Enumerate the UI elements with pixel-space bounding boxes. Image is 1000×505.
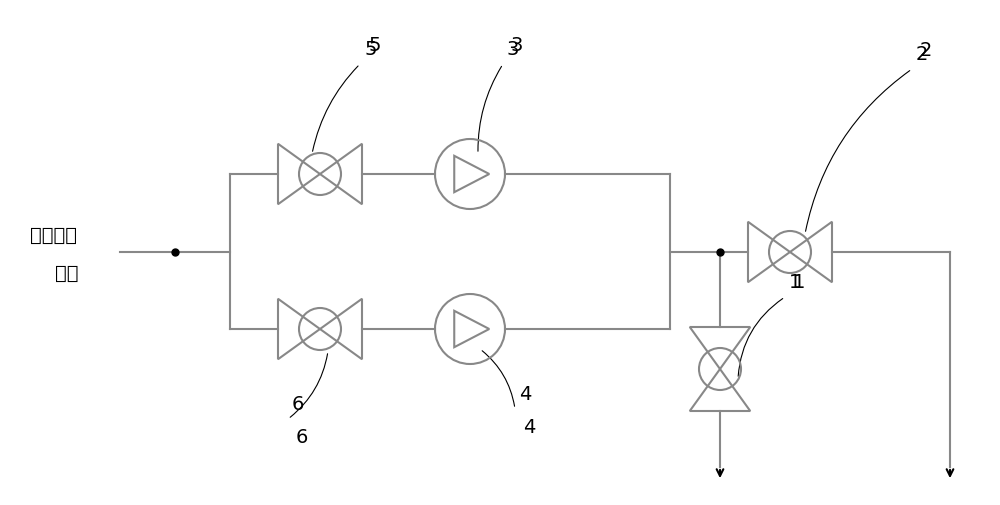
Text: 通入去离: 通入去离 (30, 225, 77, 244)
Text: 6: 6 (296, 427, 308, 446)
Text: 2: 2 (920, 41, 932, 60)
Text: 子水: 子水 (55, 263, 79, 282)
Text: 5: 5 (364, 40, 377, 59)
Text: 5: 5 (368, 36, 381, 55)
Text: 6: 6 (292, 394, 304, 413)
Text: 3: 3 (511, 36, 523, 55)
Text: 1: 1 (793, 273, 805, 291)
Text: 4: 4 (523, 417, 535, 436)
Text: 2: 2 (916, 45, 928, 64)
Text: 3: 3 (507, 40, 519, 59)
Text: 1: 1 (789, 273, 801, 291)
Text: 4: 4 (519, 384, 531, 403)
